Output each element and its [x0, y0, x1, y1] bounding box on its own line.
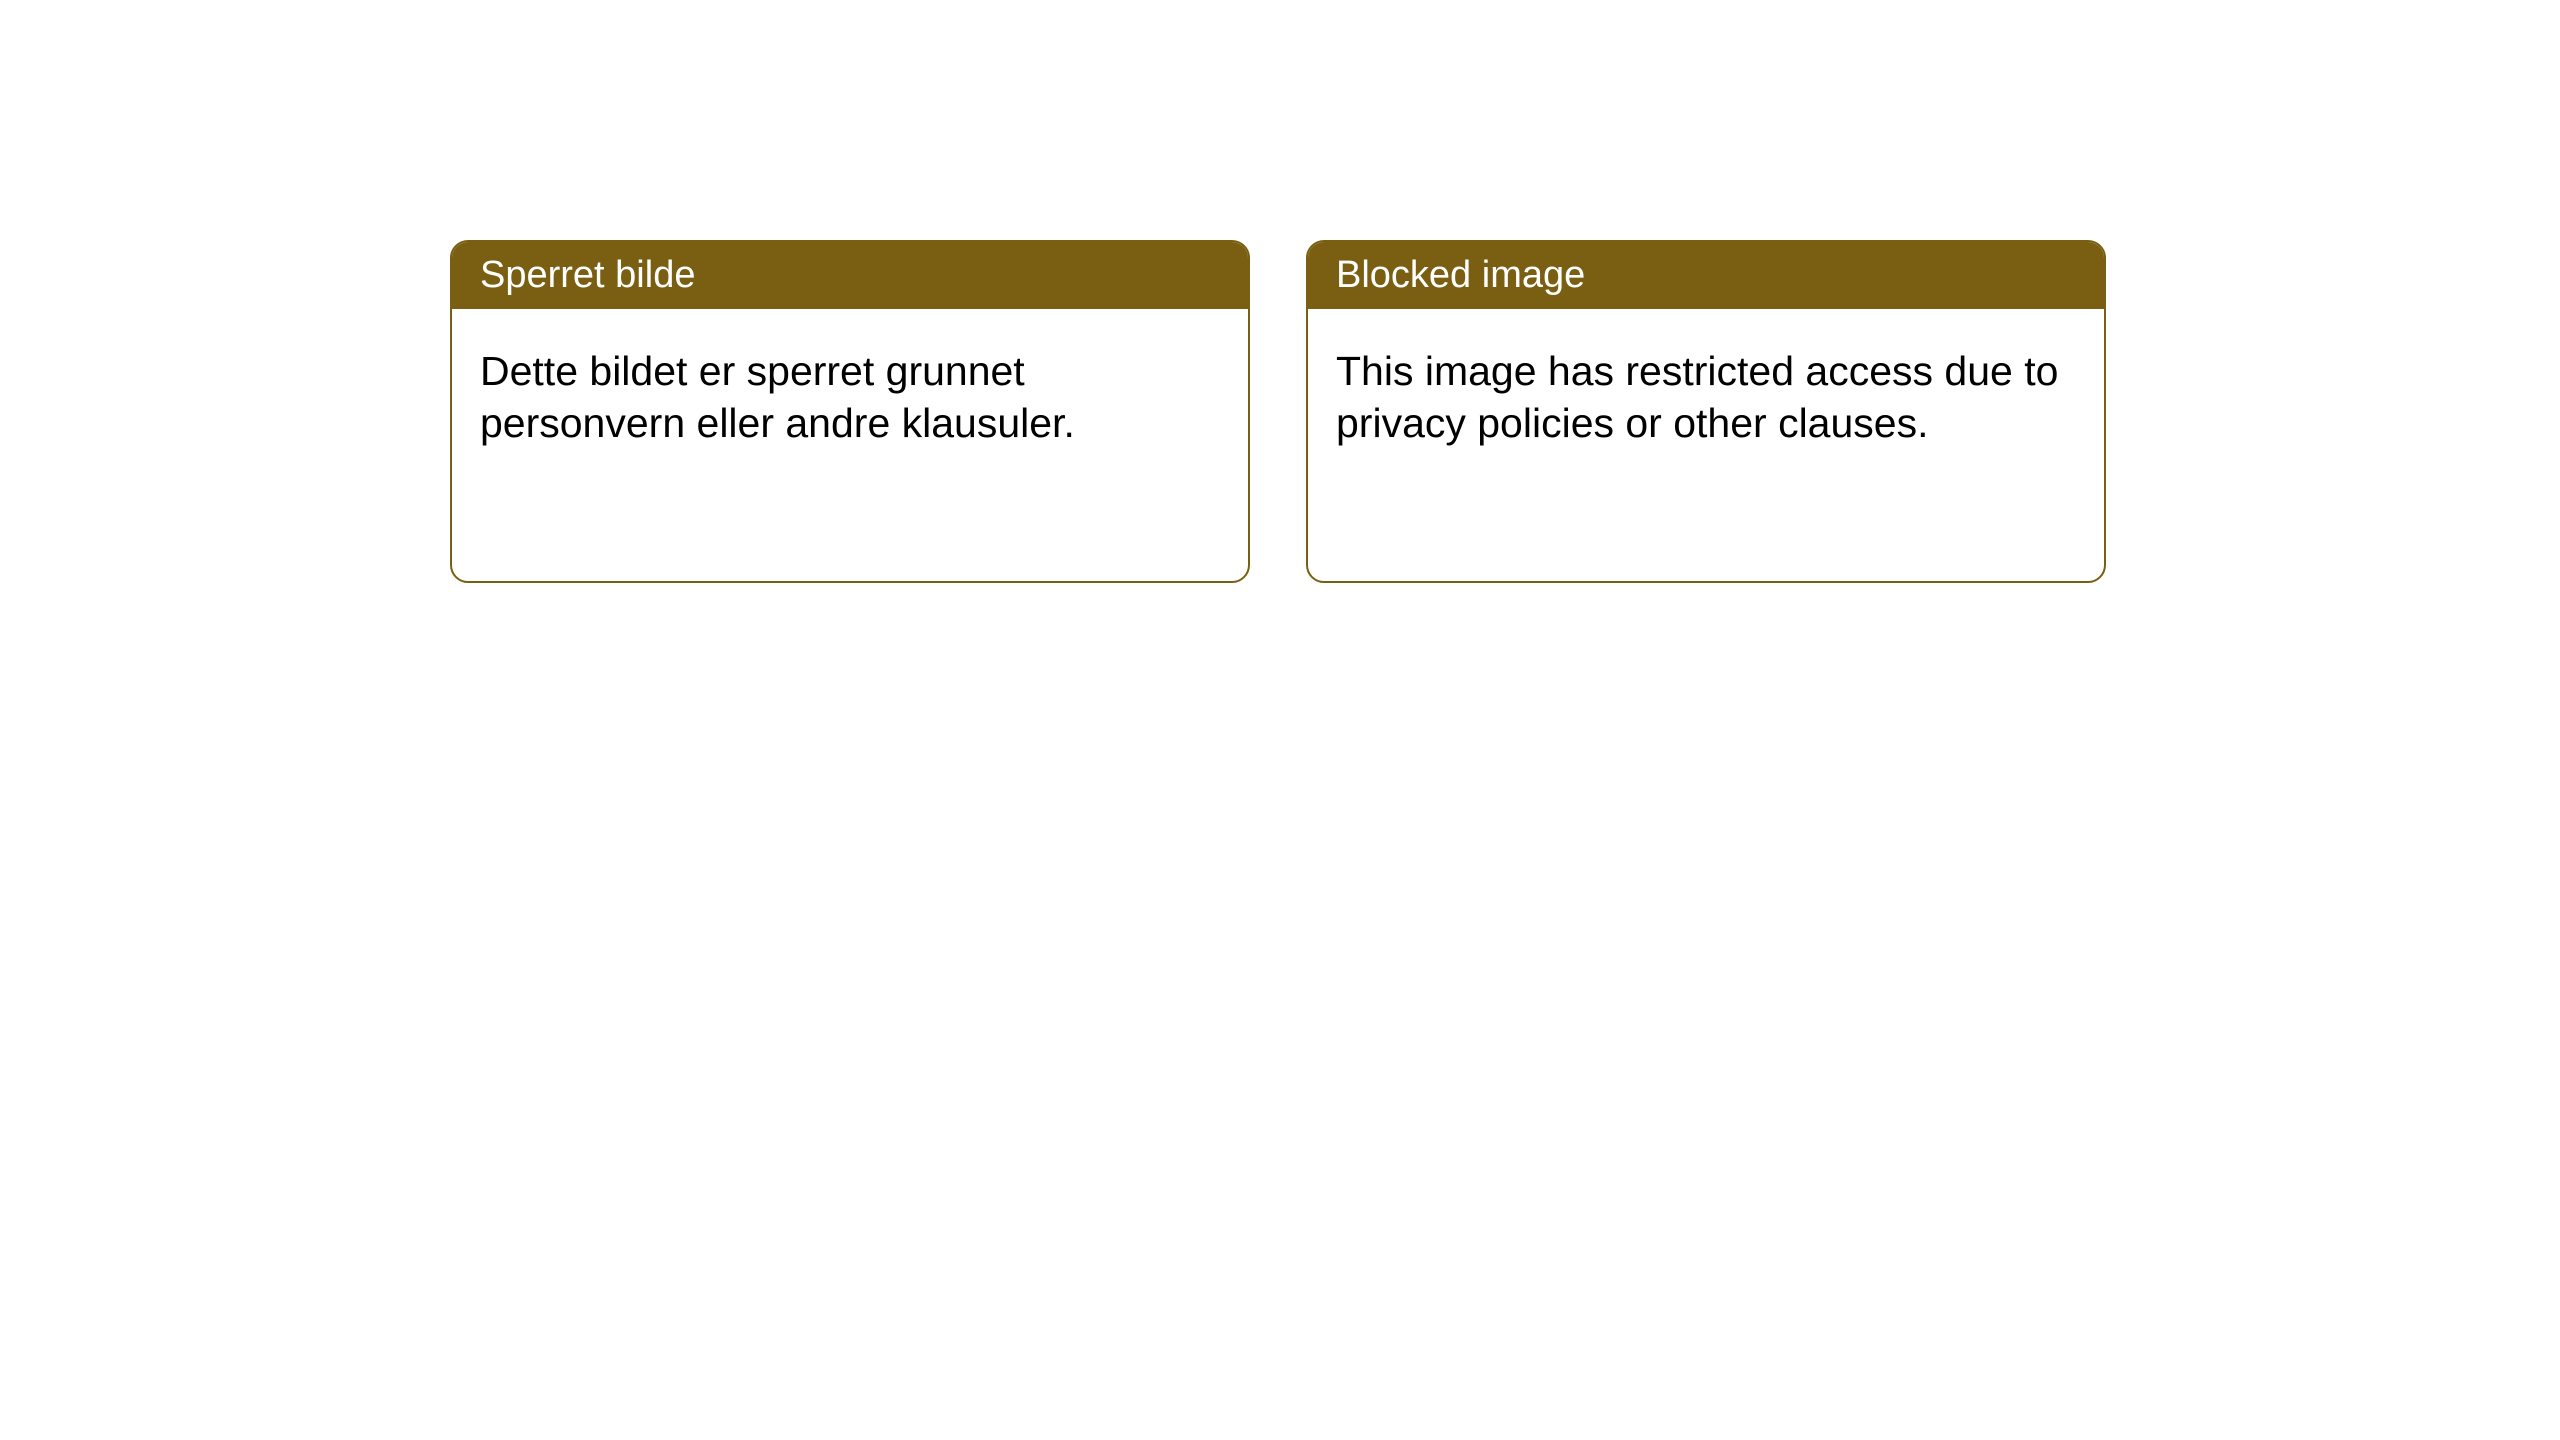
cards-container: Sperret bilde Dette bildet er sperret gr…	[450, 240, 2106, 583]
card-title: Sperret bilde	[480, 254, 695, 296]
card-header: Sperret bilde	[452, 242, 1248, 309]
card-body-text: Dette bildet er sperret grunnet personve…	[480, 348, 1075, 446]
card-title: Blocked image	[1336, 254, 1585, 296]
blocked-image-card-no: Sperret bilde Dette bildet er sperret gr…	[450, 240, 1250, 583]
card-body-text: This image has restricted access due to …	[1336, 348, 2058, 446]
blocked-image-card-en: Blocked image This image has restricted …	[1306, 240, 2106, 583]
card-body: This image has restricted access due to …	[1308, 309, 2104, 581]
card-body: Dette bildet er sperret grunnet personve…	[452, 309, 1248, 581]
card-header: Blocked image	[1308, 242, 2104, 309]
